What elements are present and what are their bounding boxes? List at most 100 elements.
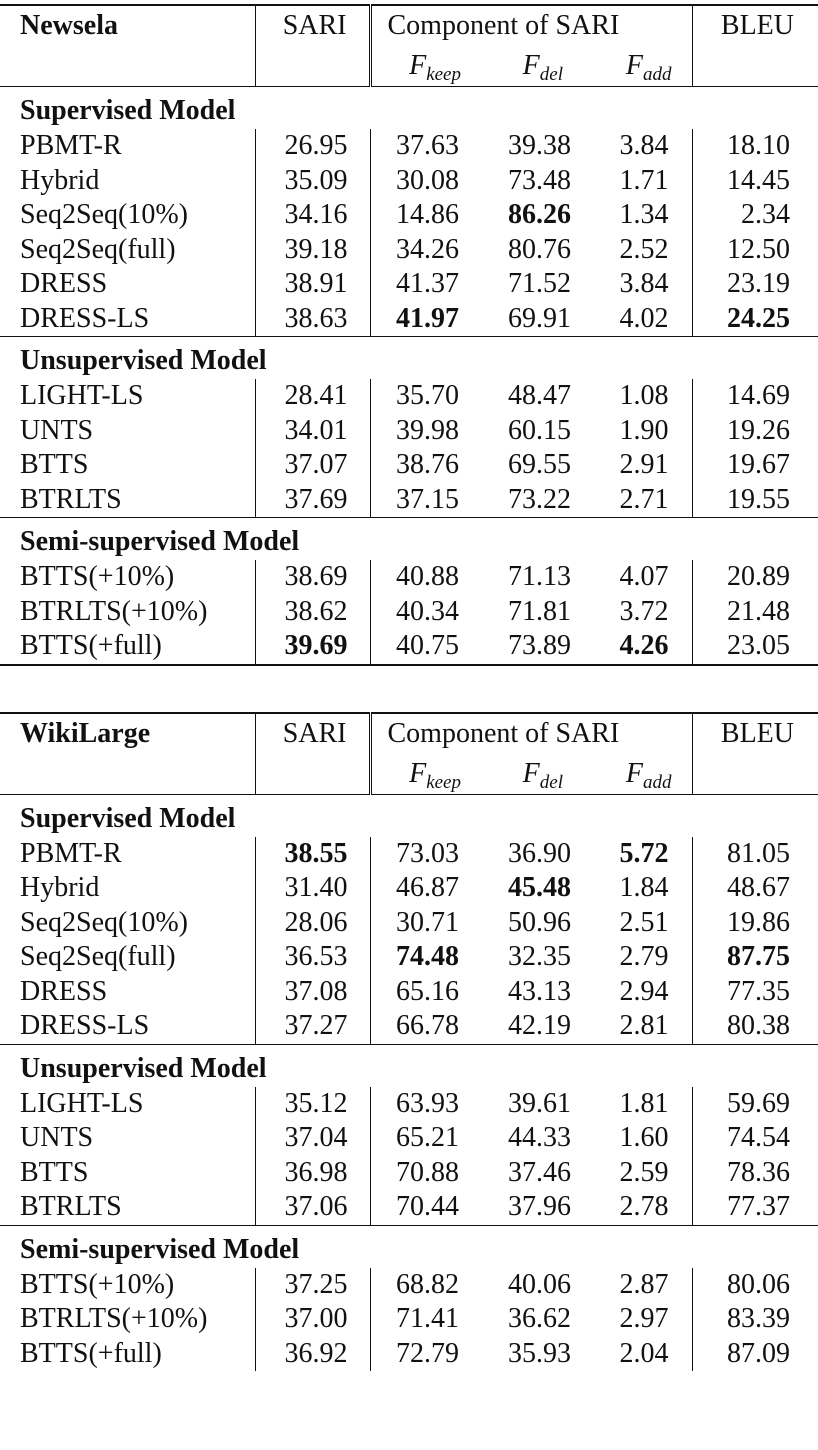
bleu-cell: 80.38 [691, 1009, 818, 1044]
f-keep-cell: 14.86 [369, 198, 475, 233]
f-keep-cell: 35.70 [369, 379, 475, 414]
f-del-cell: 50.96 [508, 906, 571, 938]
group-header-row: Semi-supervised Model [0, 517, 818, 560]
bleu-cell: 23.05 [691, 629, 818, 666]
f-add-cell: 2.78 [619, 1191, 669, 1223]
f-keep-cell: 65.21 [369, 1121, 475, 1156]
f-keep-cell: 66.78 [369, 1009, 475, 1044]
sari-cell: 26.95 [254, 129, 370, 164]
results-tables: Newsela SARI Component of SARI BLEU Fkeep Fde… [0, 4, 818, 1371]
model-name: Hybrid [20, 872, 100, 904]
bleu-cell: 23.19 [691, 267, 818, 302]
model-name: BTRLTS(+10%) [20, 595, 208, 627]
model-name: PBMT-R [20, 837, 122, 869]
f-symbol: F [522, 757, 540, 789]
group-label: Semi-supervised Model [0, 517, 818, 560]
f-add-cell: 1.60 [619, 1122, 669, 1154]
sari-cell: 37.06 [254, 1190, 370, 1225]
f-del-cell: 37.96 [508, 1191, 571, 1223]
empty-cell [691, 50, 818, 87]
f-del-cell: 60.15 [508, 414, 571, 446]
component-header: Component of SARI [368, 4, 692, 50]
table-row: BTRLTS(+10%) 38.62 40.34 71.81 3.72 21.48 [0, 594, 818, 629]
f-del-cell: 48.47 [508, 380, 571, 412]
table-row: BTTS(+10%) 37.25 68.82 40.06 2.87 80.06 [0, 1267, 818, 1302]
sari-cell: 35.09 [254, 163, 370, 198]
table-row: DRESS 37.08 65.16 43.13 2.94 77.35 [0, 974, 818, 1009]
f-subscript: del [539, 771, 563, 793]
group-header-row: Semi-supervised Model [0, 1224, 818, 1268]
table-row: DRESS-LS 38.63 41.97 69.91 4.02 24.25 [0, 301, 818, 337]
sari-cell: 38.55 [254, 836, 370, 871]
sari-cell: 37.00 [254, 1302, 370, 1337]
group-label: Supervised Model [0, 793, 818, 837]
f-del-cell: 43.13 [508, 975, 571, 1007]
f-add-cell: 3.72 [619, 595, 669, 627]
header-row: WikiLarge SARI Component of SARI BLEU [0, 711, 818, 758]
f-add-cell: 1.71 [619, 164, 669, 196]
f-symbol: F [625, 50, 643, 81]
f-add-cell: 2.51 [619, 906, 669, 938]
bleu-cell: 14.45 [691, 163, 818, 198]
model-name: LIGHT-LS [20, 1087, 144, 1119]
f-del-cell: 36.90 [508, 837, 571, 869]
subheader-row: Fkeep Fdel Fadd [0, 50, 818, 87]
bleu-cell: 18.10 [691, 129, 818, 164]
f-add-cell: 2.71 [619, 483, 669, 515]
bleu-header: BLEU [691, 4, 818, 50]
f-del-cell: 44.33 [508, 1122, 571, 1154]
f-del-header: Fdel [475, 758, 585, 795]
f-keep-cell: 41.97 [369, 301, 475, 337]
f-keep-cell: 41.37 [369, 267, 475, 302]
table-row: BTTS(+full) 36.92 72.79 35.93 2.04 87.09 [0, 1336, 818, 1371]
table-row: BTTS(+10%) 38.69 40.88 71.13 4.07 20.89 [0, 560, 818, 595]
table-row: PBMT-R 38.55 73.03 36.90 5.72 81.05 [0, 836, 818, 871]
model-name: BTTS(+10%) [20, 561, 175, 593]
newsela-results-table: Newsela SARI Component of SARI BLEU Fkeep Fde… [0, 4, 818, 666]
model-name: BTRLTS [20, 1191, 122, 1223]
sari-cell: 37.07 [254, 448, 370, 483]
bleu-cell: 59.69 [691, 1086, 818, 1121]
f-add-cell: 1.08 [619, 380, 669, 412]
bleu-cell: 87.75 [691, 940, 818, 975]
f-add-cell: 4.26 [585, 629, 692, 666]
model-name: UNTS [20, 1122, 94, 1154]
table-row: Seq2Seq(full) 39.18 34.26 80.76 2.52 12.50 [0, 232, 818, 267]
bleu-cell: 83.39 [691, 1302, 818, 1337]
f-add-cell: 3.84 [619, 268, 669, 300]
f-subscript: keep [426, 64, 461, 85]
bleu-cell: 78.36 [691, 1155, 818, 1190]
model-name: Seq2Seq(full) [20, 233, 176, 265]
f-keep-cell: 73.03 [369, 836, 475, 871]
bleu-cell: 20.89 [691, 560, 818, 595]
bleu-cell: 2.34 [691, 198, 818, 233]
bleu-cell: 87.09 [691, 1336, 818, 1371]
model-name: Seq2Seq(10%) [20, 906, 188, 938]
sari-cell: 28.41 [254, 379, 370, 414]
f-del-cell: 69.91 [508, 302, 571, 334]
header-row: Newsela SARI Component of SARI BLEU [0, 4, 818, 50]
f-add-cell: 2.52 [619, 233, 669, 265]
model-name: DRESS-LS [20, 302, 150, 334]
f-keep-cell: 38.76 [369, 448, 475, 483]
table-row: Hybrid 31.40 46.87 45.48 1.84 48.67 [0, 871, 818, 906]
bleu-cell: 81.05 [691, 836, 818, 871]
sari-cell: 36.53 [254, 940, 370, 975]
f-add-cell: 4.07 [619, 561, 669, 593]
f-keep-cell: 40.75 [369, 629, 475, 666]
model-name: Seq2Seq(full) [20, 941, 176, 973]
f-keep-header: Fkeep [368, 757, 475, 794]
f-keep-cell: 70.88 [369, 1155, 475, 1190]
f-del-cell: 80.76 [508, 233, 571, 265]
bleu-cell: 19.67 [691, 448, 818, 483]
f-symbol: F [409, 757, 427, 789]
table-row: Seq2Seq(10%) 34.16 14.86 86.26 1.34 2.34 [0, 198, 818, 233]
sari-cell: 39.69 [254, 629, 370, 666]
sari-cell: 35.12 [254, 1086, 370, 1121]
model-name: Seq2Seq(10%) [20, 199, 188, 231]
f-keep-cell: 65.16 [369, 974, 475, 1009]
sari-cell: 36.92 [254, 1336, 370, 1371]
f-del-cell: 37.46 [508, 1156, 571, 1188]
empty-cell [254, 757, 370, 794]
bleu-cell: 24.25 [691, 301, 818, 337]
